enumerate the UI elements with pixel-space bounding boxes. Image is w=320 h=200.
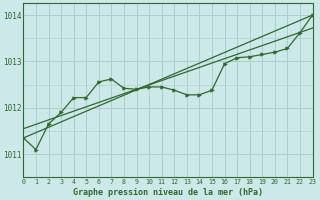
X-axis label: Graphe pression niveau de la mer (hPa): Graphe pression niveau de la mer (hPa) <box>73 188 263 197</box>
